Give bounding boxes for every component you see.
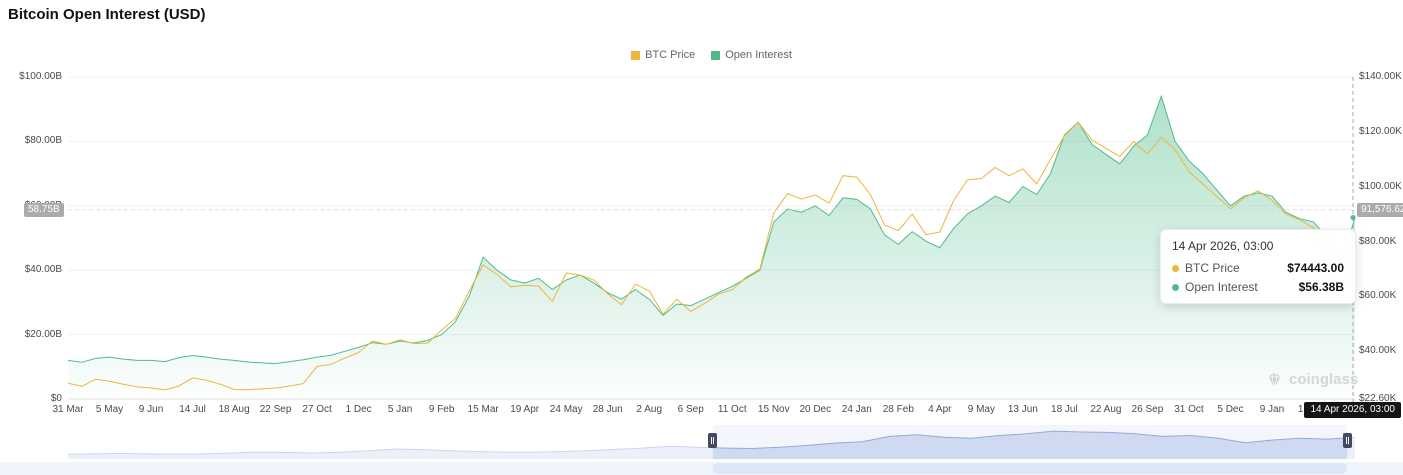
open-interest-marker: [1350, 214, 1356, 220]
open-interest-swatch-icon: [711, 50, 721, 60]
open-interest-line: [67, 94, 1356, 365]
coinglass-watermark: coinglass: [1266, 371, 1358, 388]
x-axis-tick-label: 15 Nov: [757, 404, 790, 415]
legend: BTC Price Open Interest: [68, 49, 1355, 61]
x-axis-tick-label: 20 Dec: [799, 404, 832, 415]
x-axis-tick-label: 1 Dec: [345, 404, 372, 415]
right-axis-tick-label: $100.00K: [1359, 180, 1402, 192]
x-axis-tick-label: 26 Sep: [1131, 404, 1164, 415]
x-axis-tick-label: 28 Feb: [882, 404, 914, 415]
x-axis-tick-label: 24 Jan: [841, 404, 872, 415]
open-interest-area: [68, 96, 1355, 400]
x-axis-tick-label: 27 Oct: [302, 404, 332, 415]
right-axis-tick-label: $120.00K: [1359, 125, 1402, 137]
x-axis-tick-label: 31 Oct: [1174, 404, 1204, 415]
tooltip-label: BTC Price: [1185, 261, 1240, 275]
x-axis-tick-label: 9 May: [967, 404, 995, 415]
left-axis-tick-label: $40.00B: [24, 264, 62, 276]
right-axis-tick-label: $140.00K: [1359, 71, 1402, 82]
tooltip: 14 Apr 2026, 03:00 BTC Price $74443.00 O…: [1160, 229, 1356, 304]
right-axis-tick-label: $60.00K: [1359, 290, 1397, 302]
btc-price-swatch-icon: [631, 50, 641, 60]
legend-label-btc-price: BTC Price: [645, 49, 696, 61]
x-axis-tick-label: 18 Jul: [1051, 404, 1078, 415]
right-axis-tick-label: $22.60K: [1359, 393, 1397, 404]
x-axis-tick-label: 24 May: [549, 404, 583, 415]
tooltip-value: $74443.00: [1287, 261, 1344, 275]
open-interest-dot-icon: [1172, 283, 1179, 291]
left-axis-tick-label: $0: [50, 393, 62, 404]
x-axis-tick-label: 31 Mar: [52, 404, 84, 415]
tooltip-row-btc-price: BTC Price $74443.00: [1172, 261, 1344, 275]
tooltip-value: $56.38B: [1298, 280, 1344, 294]
legend-item-btc-price[interactable]: BTC Price: [631, 49, 695, 61]
x-axis-tick-label: 11 Oct: [717, 404, 747, 415]
x-axis-tick-label: 15 Mar: [467, 404, 499, 415]
x-axis-tick-label: 9 Jan: [1259, 404, 1285, 415]
left-axis-tick-label: $20.00B: [24, 328, 62, 340]
tooltip-title: 14 Apr 2026, 03:00: [1172, 239, 1274, 253]
x-axis-tick-label: 5 Jan: [387, 404, 413, 415]
legend-item-open-interest[interactable]: Open Interest: [711, 49, 792, 61]
x-axis-tick-label: 5 May: [95, 404, 124, 415]
btc-price-line: [67, 121, 1356, 391]
navigator-handle-right[interactable]: [1342, 433, 1352, 448]
x-axis-tick-label: 2 Aug: [636, 404, 663, 415]
right-axis-crosshair-badge: 91,576.62: [1357, 203, 1403, 217]
x-axis-tick-label: 4 Apr: [928, 404, 952, 415]
navigator-chart[interactable]: [67, 425, 1356, 459]
tooltip-label: Open Interest: [1185, 280, 1258, 294]
x-axis-crosshair-badge: 14 Apr 2026, 03:00: [1304, 402, 1401, 418]
navigator-mask-left: [68, 425, 713, 459]
coinglass-watermark-text: coinglass: [1289, 371, 1359, 388]
x-axis-tick-label: 9 Jun: [138, 404, 164, 415]
x-axis-tick-label: 22 Aug: [1090, 404, 1122, 415]
left-axis-tick-label: $100.00B: [19, 71, 62, 82]
navigator-selected-range[interactable]: [712, 425, 1348, 459]
right-axis-tick-label: $80.00K: [1359, 235, 1397, 247]
x-axis-tick-label: 9 Feb: [428, 404, 455, 415]
x-axis-tick-label: 22 Sep: [259, 404, 292, 415]
coinglass-gem-icon: [1268, 371, 1281, 388]
right-axis-tick-label: $40.00K: [1359, 345, 1397, 357]
x-axis-tick-label: 18 Aug: [218, 404, 250, 415]
btc-price-dot-icon: [1172, 264, 1179, 272]
x-axis-tick-label: 28 Jun: [592, 404, 623, 415]
legend-label-open-interest: Open Interest: [725, 49, 792, 61]
x-axis-tick-label: 6 Sep: [677, 404, 704, 415]
x-axis-tick-label: 19 Apr: [510, 404, 540, 415]
navigator-handle-left[interactable]: [708, 433, 718, 448]
tooltip-row-open-interest: Open Interest $56.38B: [1172, 280, 1344, 294]
horizontal-scrollbar[interactable]: [0, 462, 1403, 475]
scrollbar-thumb[interactable]: [712, 463, 1348, 474]
x-axis-tick-label: 13 Jun: [1007, 404, 1038, 415]
left-axis-crosshair-badge: 58.75B: [24, 203, 64, 217]
left-axis-tick-label: $80.00B: [24, 135, 62, 147]
chart-title: Bitcoin Open Interest (USD): [8, 6, 206, 23]
x-axis-tick-label: 14 Jul: [179, 404, 206, 415]
x-axis-tick-label: 5 Dec: [1217, 404, 1244, 415]
